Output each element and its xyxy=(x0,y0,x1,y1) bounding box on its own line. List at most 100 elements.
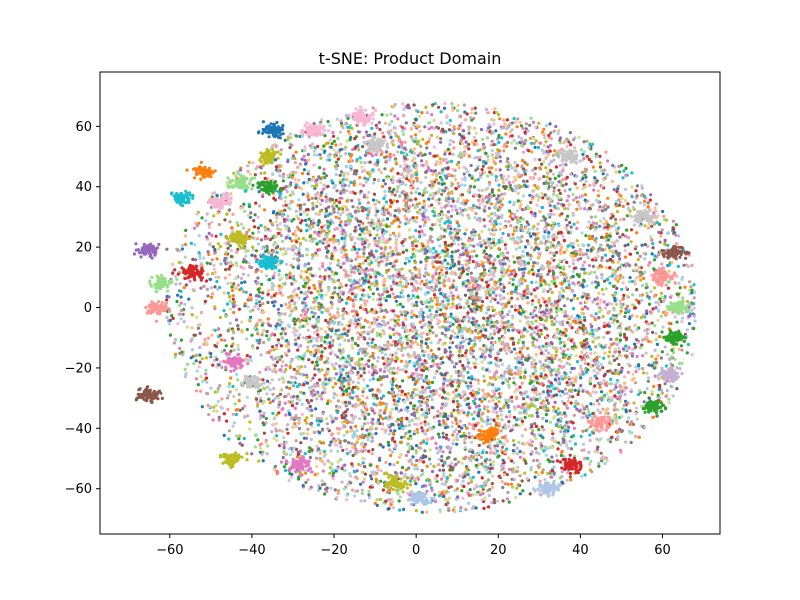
scatter-point xyxy=(486,240,490,244)
scatter-point xyxy=(359,499,363,503)
scatter-point xyxy=(614,269,618,273)
scatter-point xyxy=(437,347,441,351)
scatter-point xyxy=(378,422,382,426)
scatter-point xyxy=(427,353,431,357)
scatter-point xyxy=(438,490,442,494)
scatter-point xyxy=(573,293,577,298)
scatter-point xyxy=(360,165,364,169)
scatter-point xyxy=(207,231,211,235)
scatter-point xyxy=(313,286,317,291)
scatter-point xyxy=(563,304,567,308)
scatter-point xyxy=(674,242,679,246)
scatter-point xyxy=(596,283,600,287)
scatter-point xyxy=(296,348,300,352)
scatter-point xyxy=(667,397,671,401)
scatter-point xyxy=(299,313,303,317)
scatter-point xyxy=(643,224,647,228)
scatter-point xyxy=(487,494,491,498)
scatter-point xyxy=(446,262,450,266)
scatter-point xyxy=(251,231,255,235)
scatter-point xyxy=(307,262,311,266)
scatter-point xyxy=(300,157,304,161)
scatter-point xyxy=(512,381,516,385)
scatter-point xyxy=(390,287,394,291)
scatter-point xyxy=(506,268,510,272)
scatter-point xyxy=(393,193,397,197)
scatter-point xyxy=(440,477,444,481)
scatter-point xyxy=(450,174,454,178)
scatter-point xyxy=(175,247,179,251)
scatter-point xyxy=(315,444,319,448)
scatter-point xyxy=(651,330,655,334)
scatter-point xyxy=(466,411,470,415)
scatter-point xyxy=(525,402,530,406)
scatter-point xyxy=(412,203,416,207)
scatter-point xyxy=(539,304,543,308)
scatter-point xyxy=(309,227,313,231)
scatter-point xyxy=(512,424,516,428)
scatter-point xyxy=(460,193,465,197)
scatter-point xyxy=(281,204,285,208)
scatter-point xyxy=(216,287,220,291)
scatter-point xyxy=(204,219,208,223)
scatter-point xyxy=(482,374,486,378)
scatter-point xyxy=(290,299,294,303)
scatter-point xyxy=(456,495,460,499)
scatter-point xyxy=(647,339,651,343)
scatter-point xyxy=(490,474,495,478)
scatter-point xyxy=(328,123,332,128)
scatter-point xyxy=(540,148,544,152)
scatter-point xyxy=(231,297,235,301)
scatter-point xyxy=(316,423,321,427)
scatter-point xyxy=(480,360,484,364)
scatter-point xyxy=(611,260,616,264)
scatter-point xyxy=(555,454,559,458)
scatter-point xyxy=(473,178,477,182)
scatter-point xyxy=(375,503,379,507)
scatter-point xyxy=(391,431,395,435)
scatter-point xyxy=(555,243,559,247)
scatter-point xyxy=(474,361,478,366)
scatter-point xyxy=(442,472,446,476)
scatter-point xyxy=(207,252,211,257)
scatter-point xyxy=(520,144,524,148)
scatter-point xyxy=(362,378,366,382)
scatter-point xyxy=(550,304,554,308)
scatter-point xyxy=(446,210,451,214)
scatter-point xyxy=(498,168,502,172)
scatter-point xyxy=(373,317,377,321)
scatter-point xyxy=(265,274,269,278)
scatter-point xyxy=(498,155,502,159)
scatter-point xyxy=(510,428,514,432)
scatter-point xyxy=(607,238,611,242)
scatter-point xyxy=(246,414,250,418)
scatter-point xyxy=(406,450,410,454)
scatter-point xyxy=(289,263,293,267)
scatter-point xyxy=(276,262,280,267)
scatter-point xyxy=(591,340,595,344)
scatter-point xyxy=(601,366,605,370)
scatter-point xyxy=(598,306,602,310)
scatter-point xyxy=(304,480,308,485)
scatter-point xyxy=(414,190,418,195)
scatter-point xyxy=(355,169,359,173)
scatter-point xyxy=(473,106,477,110)
scatter-point xyxy=(444,214,448,218)
scatter-point xyxy=(420,373,424,377)
scatter-point xyxy=(420,362,424,366)
scatter-point xyxy=(571,281,575,285)
scatter-point xyxy=(595,221,599,226)
scatter-point xyxy=(502,336,506,340)
scatter-point xyxy=(551,265,555,269)
scatter-point xyxy=(338,148,342,152)
scatter-point xyxy=(470,233,474,237)
scatter-point xyxy=(615,189,619,193)
scatter-point xyxy=(361,390,365,394)
scatter-point xyxy=(601,172,605,176)
scatter-point xyxy=(275,165,279,169)
scatter-point xyxy=(607,324,612,328)
scatter-point xyxy=(551,432,555,436)
scatter-point xyxy=(507,420,511,424)
scatter-point xyxy=(548,251,553,255)
scatter-point xyxy=(412,364,417,368)
